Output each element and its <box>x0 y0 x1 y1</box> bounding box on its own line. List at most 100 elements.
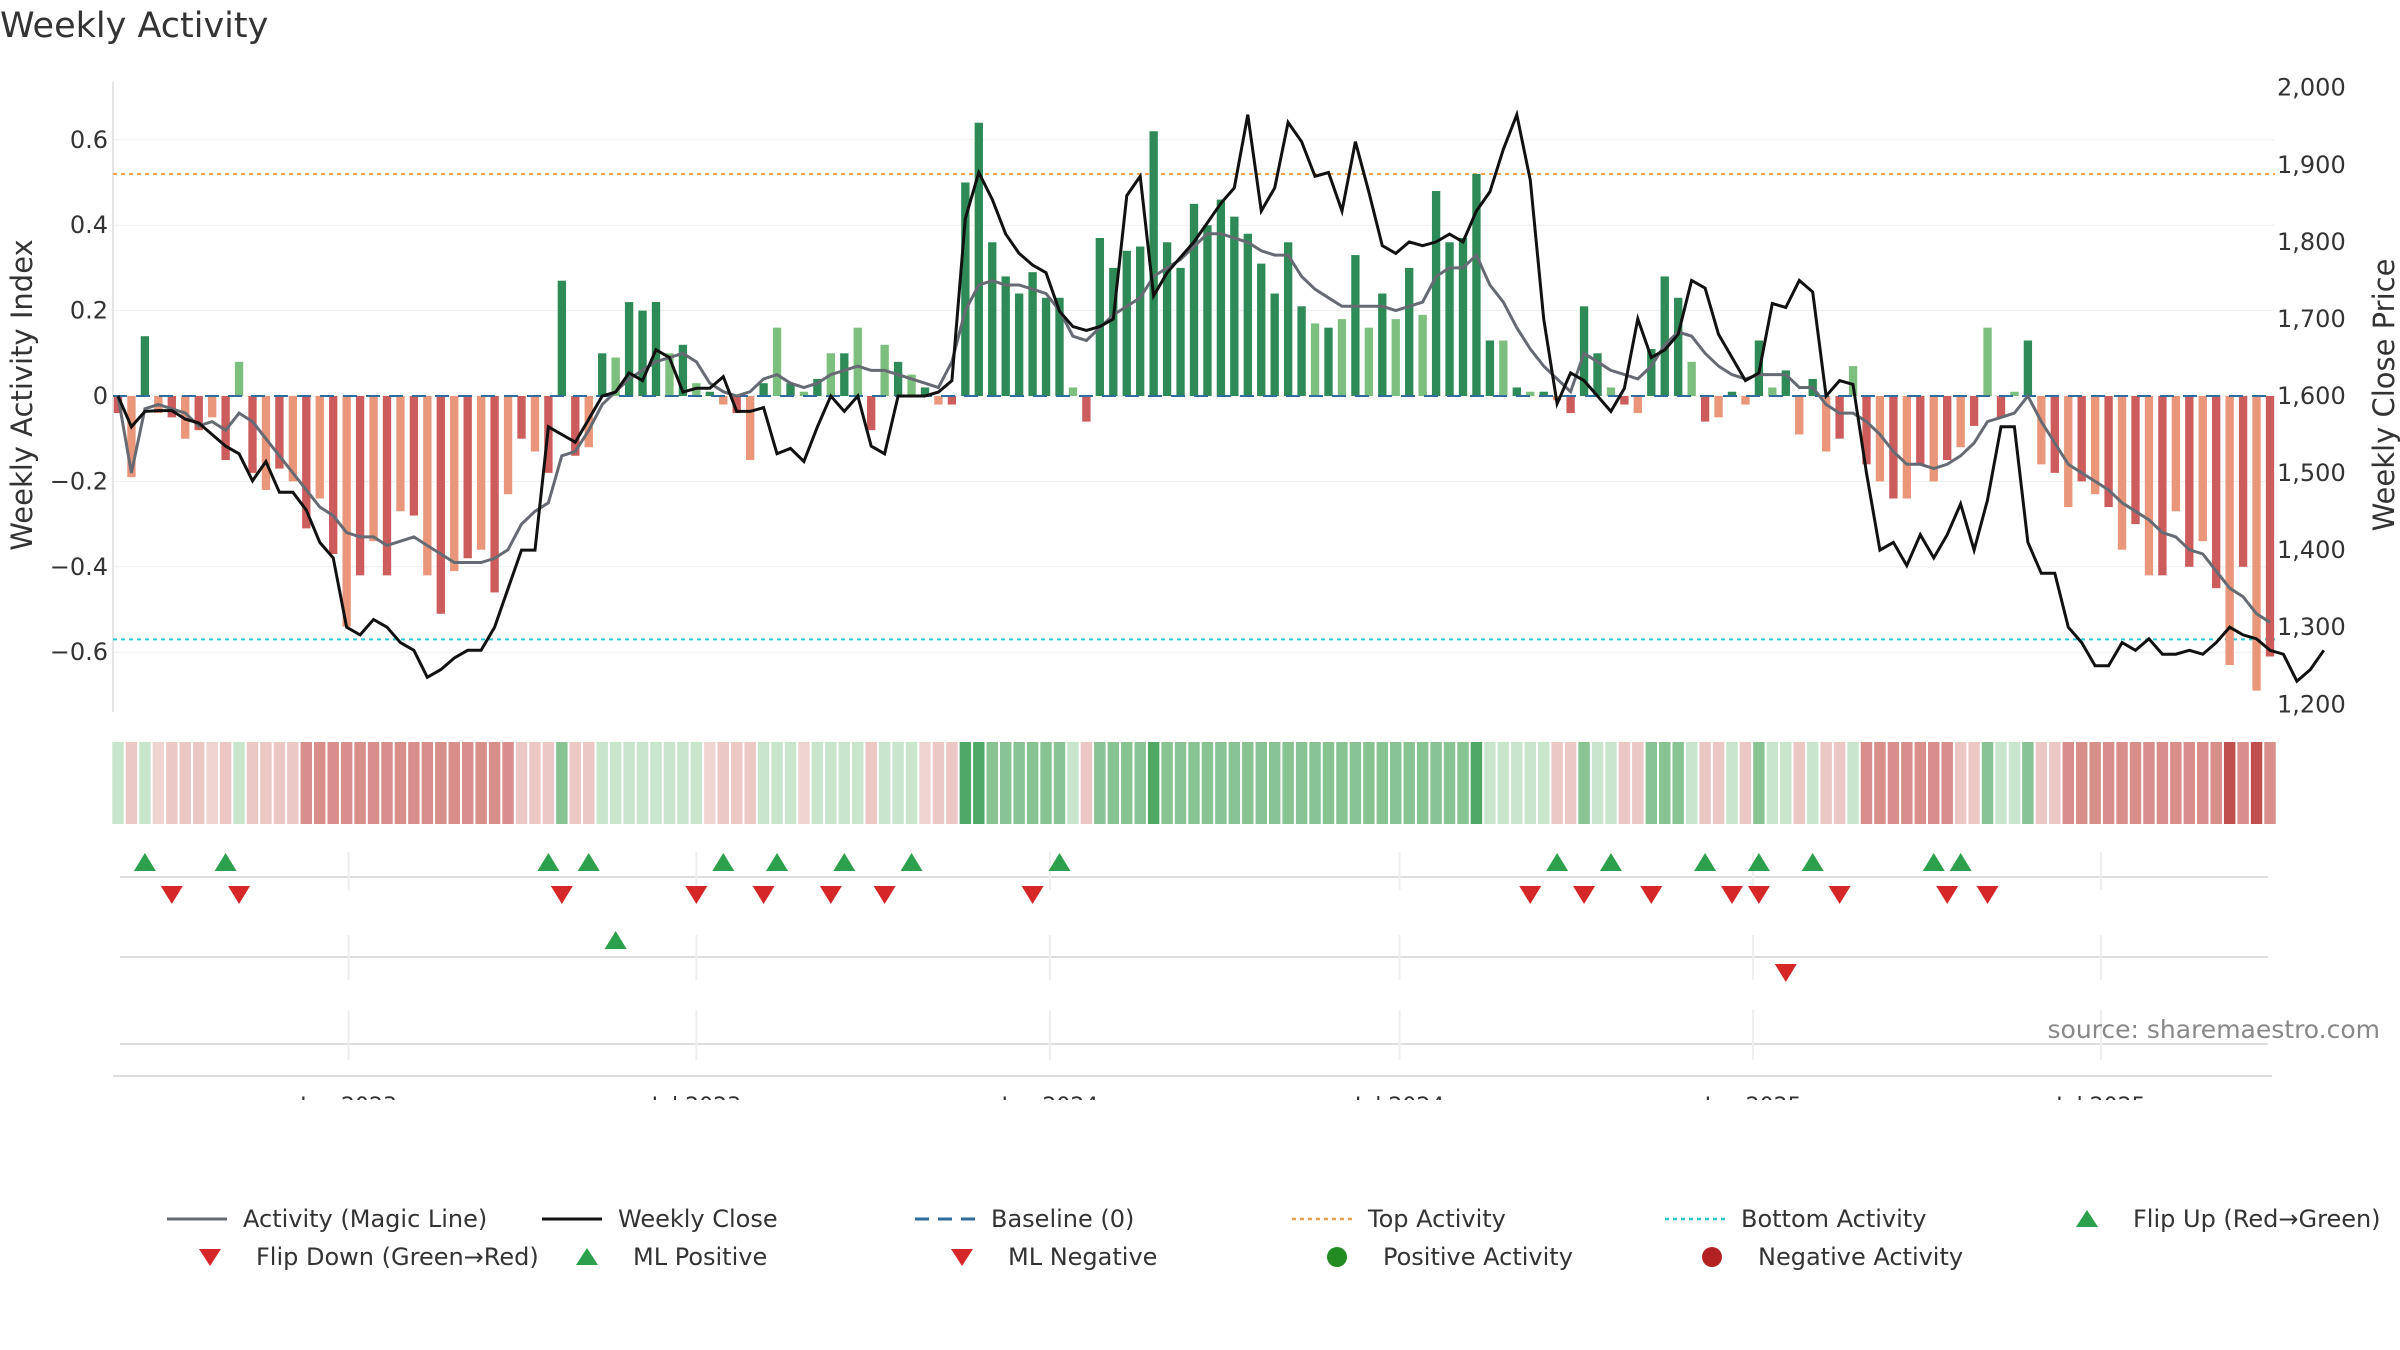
activity-bar <box>1539 391 1548 396</box>
activity-strip-cell <box>1874 742 1886 824</box>
activity-bar <box>1230 216 1239 396</box>
activity-bar <box>1337 319 1347 396</box>
activity-bar <box>2212 396 2221 589</box>
flip-down-marker <box>752 886 775 904</box>
activity-strip-cell <box>2210 742 2222 824</box>
activity-bar <box>1916 396 1925 465</box>
activity-bar <box>1781 370 1790 396</box>
legend-swatch <box>199 1249 221 1266</box>
legend-swatch <box>951 1249 973 1266</box>
activity-bar <box>409 396 419 516</box>
y2-tick-label: 1,500 <box>2277 459 2346 487</box>
activity-bar <box>1445 242 1454 396</box>
flip-up-marker <box>712 853 735 871</box>
activity-strip-cell <box>233 742 245 824</box>
activity-strip-cell <box>1497 742 1510 824</box>
activity-bar <box>1660 276 1669 396</box>
activity-bar <box>934 396 943 405</box>
activity-strip-cell <box>2089 742 2101 824</box>
flip-up-marker <box>1048 853 1071 871</box>
activity-bar <box>1458 238 1468 396</box>
activity-bar <box>1203 225 1212 396</box>
activity-strip-cell <box>1806 742 1819 824</box>
activity-bar <box>571 396 580 456</box>
activity-strip-cell <box>1484 742 1496 824</box>
activity-bar <box>638 310 647 396</box>
activity-strip-cell <box>1067 742 1079 824</box>
flip-down-marker <box>550 886 573 904</box>
activity-strip-cell <box>502 742 514 824</box>
flip-down-marker <box>1747 886 1770 904</box>
activity-strip-cell <box>1309 742 1321 824</box>
legend-swatch <box>1702 1247 1722 1267</box>
activity-strip-cell <box>1215 742 1227 824</box>
activity-bar <box>2064 396 2073 508</box>
activity-strip-cell <box>1430 742 1442 824</box>
legend-item: Top Activity <box>1290 1205 1506 1233</box>
legend-label: ML Negative <box>1008 1243 1158 1271</box>
activity-bar <box>436 396 445 614</box>
flip-up-marker <box>1801 853 1824 871</box>
activity-strip-cell <box>677 742 689 824</box>
activity-strip-cell <box>1995 742 2007 824</box>
activity-strip-cell <box>1981 742 1994 824</box>
activity-bar <box>1889 396 1898 499</box>
activity-strip-cell <box>1618 742 1631 824</box>
activity-bar <box>853 327 862 396</box>
x-tick-label: Jan 2023 <box>298 1094 397 1100</box>
flip-down-marker <box>1721 886 1743 904</box>
activity-bar <box>1741 396 1750 405</box>
flip-down-marker <box>1976 886 1999 904</box>
activity-strip-cell <box>1551 742 1563 824</box>
activity-strip-cell <box>1282 742 1294 824</box>
activity-bar <box>947 396 957 405</box>
activity-bar <box>1378 293 1387 396</box>
activity-strip-cell <box>2170 742 2182 824</box>
activity-bar <box>1472 173 1481 396</box>
activity-bar <box>745 396 755 461</box>
activity-strip-cell <box>260 742 272 824</box>
activity-bar <box>1727 391 1737 396</box>
activity-strip-cell <box>1013 742 1025 824</box>
legend-swatch <box>2076 1210 2098 1227</box>
activity-strip-cell <box>1242 742 1254 824</box>
activity-strip-cell <box>435 742 447 824</box>
activity-strip-cell <box>1053 742 1066 824</box>
activity-strip-cell <box>1564 742 1577 824</box>
activity-strip-cell <box>2250 742 2263 824</box>
activity-bar <box>1257 263 1266 396</box>
legend-item: Negative Activity <box>1680 1243 1963 1271</box>
activity-bar <box>1122 250 1131 396</box>
x-tick-label: Jan 2025 <box>1703 1094 1802 1100</box>
activity-strip-cell <box>1672 742 1684 824</box>
activity-bar <box>1216 199 1226 396</box>
activity-strip-cell <box>1632 742 1644 824</box>
activity-strip-cell <box>1336 742 1348 824</box>
activity-bar <box>1014 293 1024 396</box>
activity-bar <box>1041 297 1051 396</box>
activity-bar <box>2117 396 2127 550</box>
activity-strip-cell <box>583 742 595 824</box>
source-credit: source: sharemaestro.com <box>2047 1015 2381 1044</box>
flip-down-marker <box>1640 886 1663 904</box>
activity-strip-cell <box>825 742 837 824</box>
activity-strip-cell <box>556 742 568 824</box>
activity-strip-cell <box>1941 742 1953 824</box>
activity-strip-cell <box>1954 742 1967 824</box>
flip-down-marker <box>1828 886 1851 904</box>
activity-strip-cell <box>273 742 286 824</box>
activity-strip-cell <box>1605 742 1617 824</box>
activity-bar <box>1929 396 1938 482</box>
activity-bar <box>598 353 607 396</box>
activity-strip-cell <box>2223 742 2236 824</box>
activity-bar <box>1324 327 1333 396</box>
activity-bar <box>1848 366 1858 396</box>
activity-bar <box>382 396 392 576</box>
y2-tick-label: 1,200 <box>2277 690 2346 718</box>
activity-strip-cell <box>166 742 178 824</box>
activity-strip-cell <box>1537 742 1550 824</box>
activity-bar <box>1714 396 1723 418</box>
activity-strip-cell <box>959 742 972 824</box>
activity-strip-cell <box>1255 742 1267 824</box>
activity-strip-cell <box>179 742 191 824</box>
